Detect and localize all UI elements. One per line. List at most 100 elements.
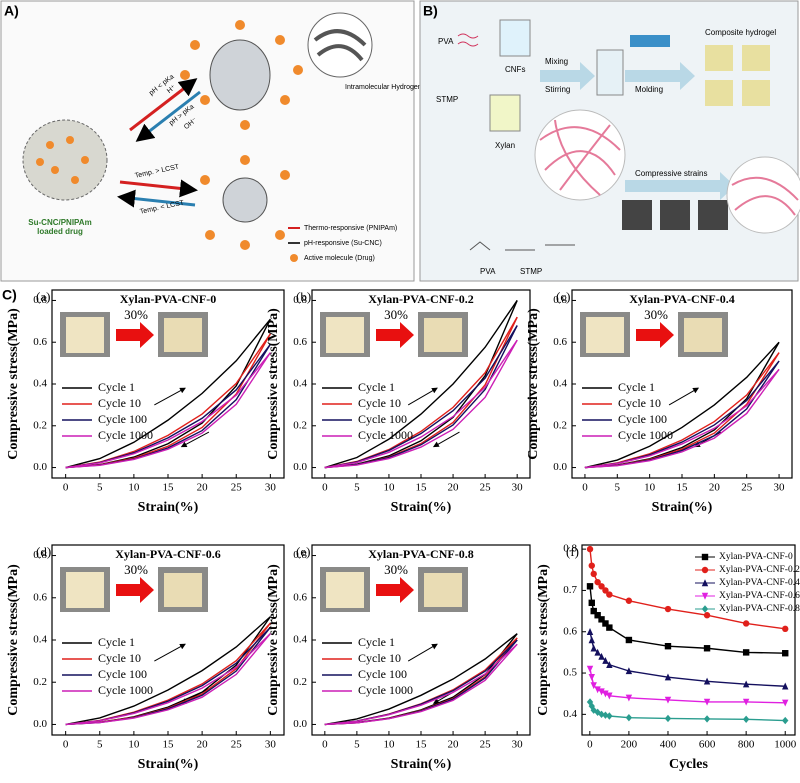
y-tick-label: 0.7 [563,584,577,596]
marker [782,650,789,657]
x-tick-label: 5 [97,739,103,751]
x-tick-label: 15 [677,482,689,494]
chart-title: Xylan-PVA-CNF-0 [120,292,216,306]
y-tick-label: 0.0 [553,461,567,473]
scheme [469,241,575,251]
y-tick-label: 0.0 [33,718,47,730]
x-tick-label: 25 [480,482,492,494]
panel-label: (f) [566,544,579,559]
marker [742,649,750,656]
y-tick-label: 0.6 [563,625,577,637]
legend-entry: Cycle 1 [358,635,395,649]
marker [664,714,672,723]
network [726,156,800,234]
chart-title: Xylan-PVA-CNF-0.2 [368,292,473,306]
arrow [135,90,201,142]
marker [602,711,609,719]
annotation: 30% [384,562,408,577]
marker [625,597,633,604]
x-tick-label: 0 [322,739,328,751]
x-tick-label: 0 [63,482,69,494]
panel-label: (b) [296,289,311,304]
legend-entry: Cycle 1 [618,380,655,394]
y-tick-label: 0.4 [293,634,307,646]
legend-entry: Cycle 10 [98,651,141,665]
x-tick-label: 0 [322,482,328,494]
marker [606,692,613,700]
x-tick-label: 25 [480,739,492,751]
x-axis-label: Cycles [669,757,708,772]
y-tick-label: 0.4 [33,634,47,646]
series-line [584,368,780,469]
x-tick-label: 5 [354,739,360,751]
y-tick-label: 0.8 [33,549,47,561]
legend-swatch [701,566,709,574]
marker [586,545,594,553]
legend-entry: Cycle 100 [358,667,407,681]
y-tick-label: 0.6 [553,336,567,348]
mold [630,35,670,47]
x-tick-label: 5 [97,482,103,494]
legend-entry: Cycle 1 [358,380,395,394]
marker [598,583,605,590]
unloading-arrow [432,431,460,448]
series-line [584,368,780,469]
legend-entry: Cycle 100 [98,412,147,426]
x-tick-label: 800 [738,739,755,751]
marker [703,698,711,706]
photo [66,572,104,608]
marker [602,690,609,698]
loading-arrow [154,643,186,662]
legend-swatch [290,254,298,262]
x-axis-label: Strain(%) [138,500,199,515]
y-tick-label: 0.6 [293,591,307,603]
x-axis-label: Strain(%) [138,757,199,772]
x-axis-label: Strain(%) [652,500,713,515]
x-tick-label: 15 [416,482,428,494]
marker [588,636,595,644]
caption-text: Su-CNC/PNIPAm loaded drug [28,218,92,236]
legend-entry: Cycle 1000 [98,683,153,697]
arrow [116,577,154,603]
series-line [65,633,271,726]
y-axis-label: Compressive stress(MPa) [266,308,281,460]
legend-entry: Cycle 1 [98,635,135,649]
label: CNFs [505,65,525,74]
x-tick-label: 20 [448,482,460,494]
marker [625,667,633,675]
annotation: H⁺ [166,84,177,95]
x-tick-label: 30 [265,482,277,494]
legend-entry: Cycle 1000 [358,683,413,697]
marker [586,698,594,706]
marker [606,591,613,598]
marker [664,642,672,650]
legend-entry: pH-responsive (Su-CNC) [304,240,382,247]
panel-label: C) [2,287,17,303]
loading-arrow [154,387,186,406]
x-tick-label: 20 [709,482,721,494]
photo [164,318,202,352]
photo [622,200,652,230]
annotation: 30% [384,307,408,322]
marker [703,645,711,652]
legend-entry: Cycle 1000 [358,428,413,442]
y-axis-label: Compressive stress(MPa) [6,564,21,716]
marker [602,620,609,627]
hydrogel [742,80,770,106]
arrow [129,78,198,132]
marker [598,710,605,719]
legend-entry: Cycle 10 [358,396,401,410]
marker [594,612,601,619]
label: PVA [480,267,496,276]
marker [664,696,672,704]
chart-title: Xylan-PVA-CNF-0.8 [368,547,473,561]
network [534,109,626,201]
photo [586,317,624,353]
legend-entry: Xylan-PVA-CNF-0.4 [719,578,800,588]
series-line [589,701,786,722]
label: STMP [520,267,542,276]
x-tick-label: 20 [197,739,209,751]
series-line [589,631,786,687]
y-tick-label: 0.4 [293,378,307,390]
